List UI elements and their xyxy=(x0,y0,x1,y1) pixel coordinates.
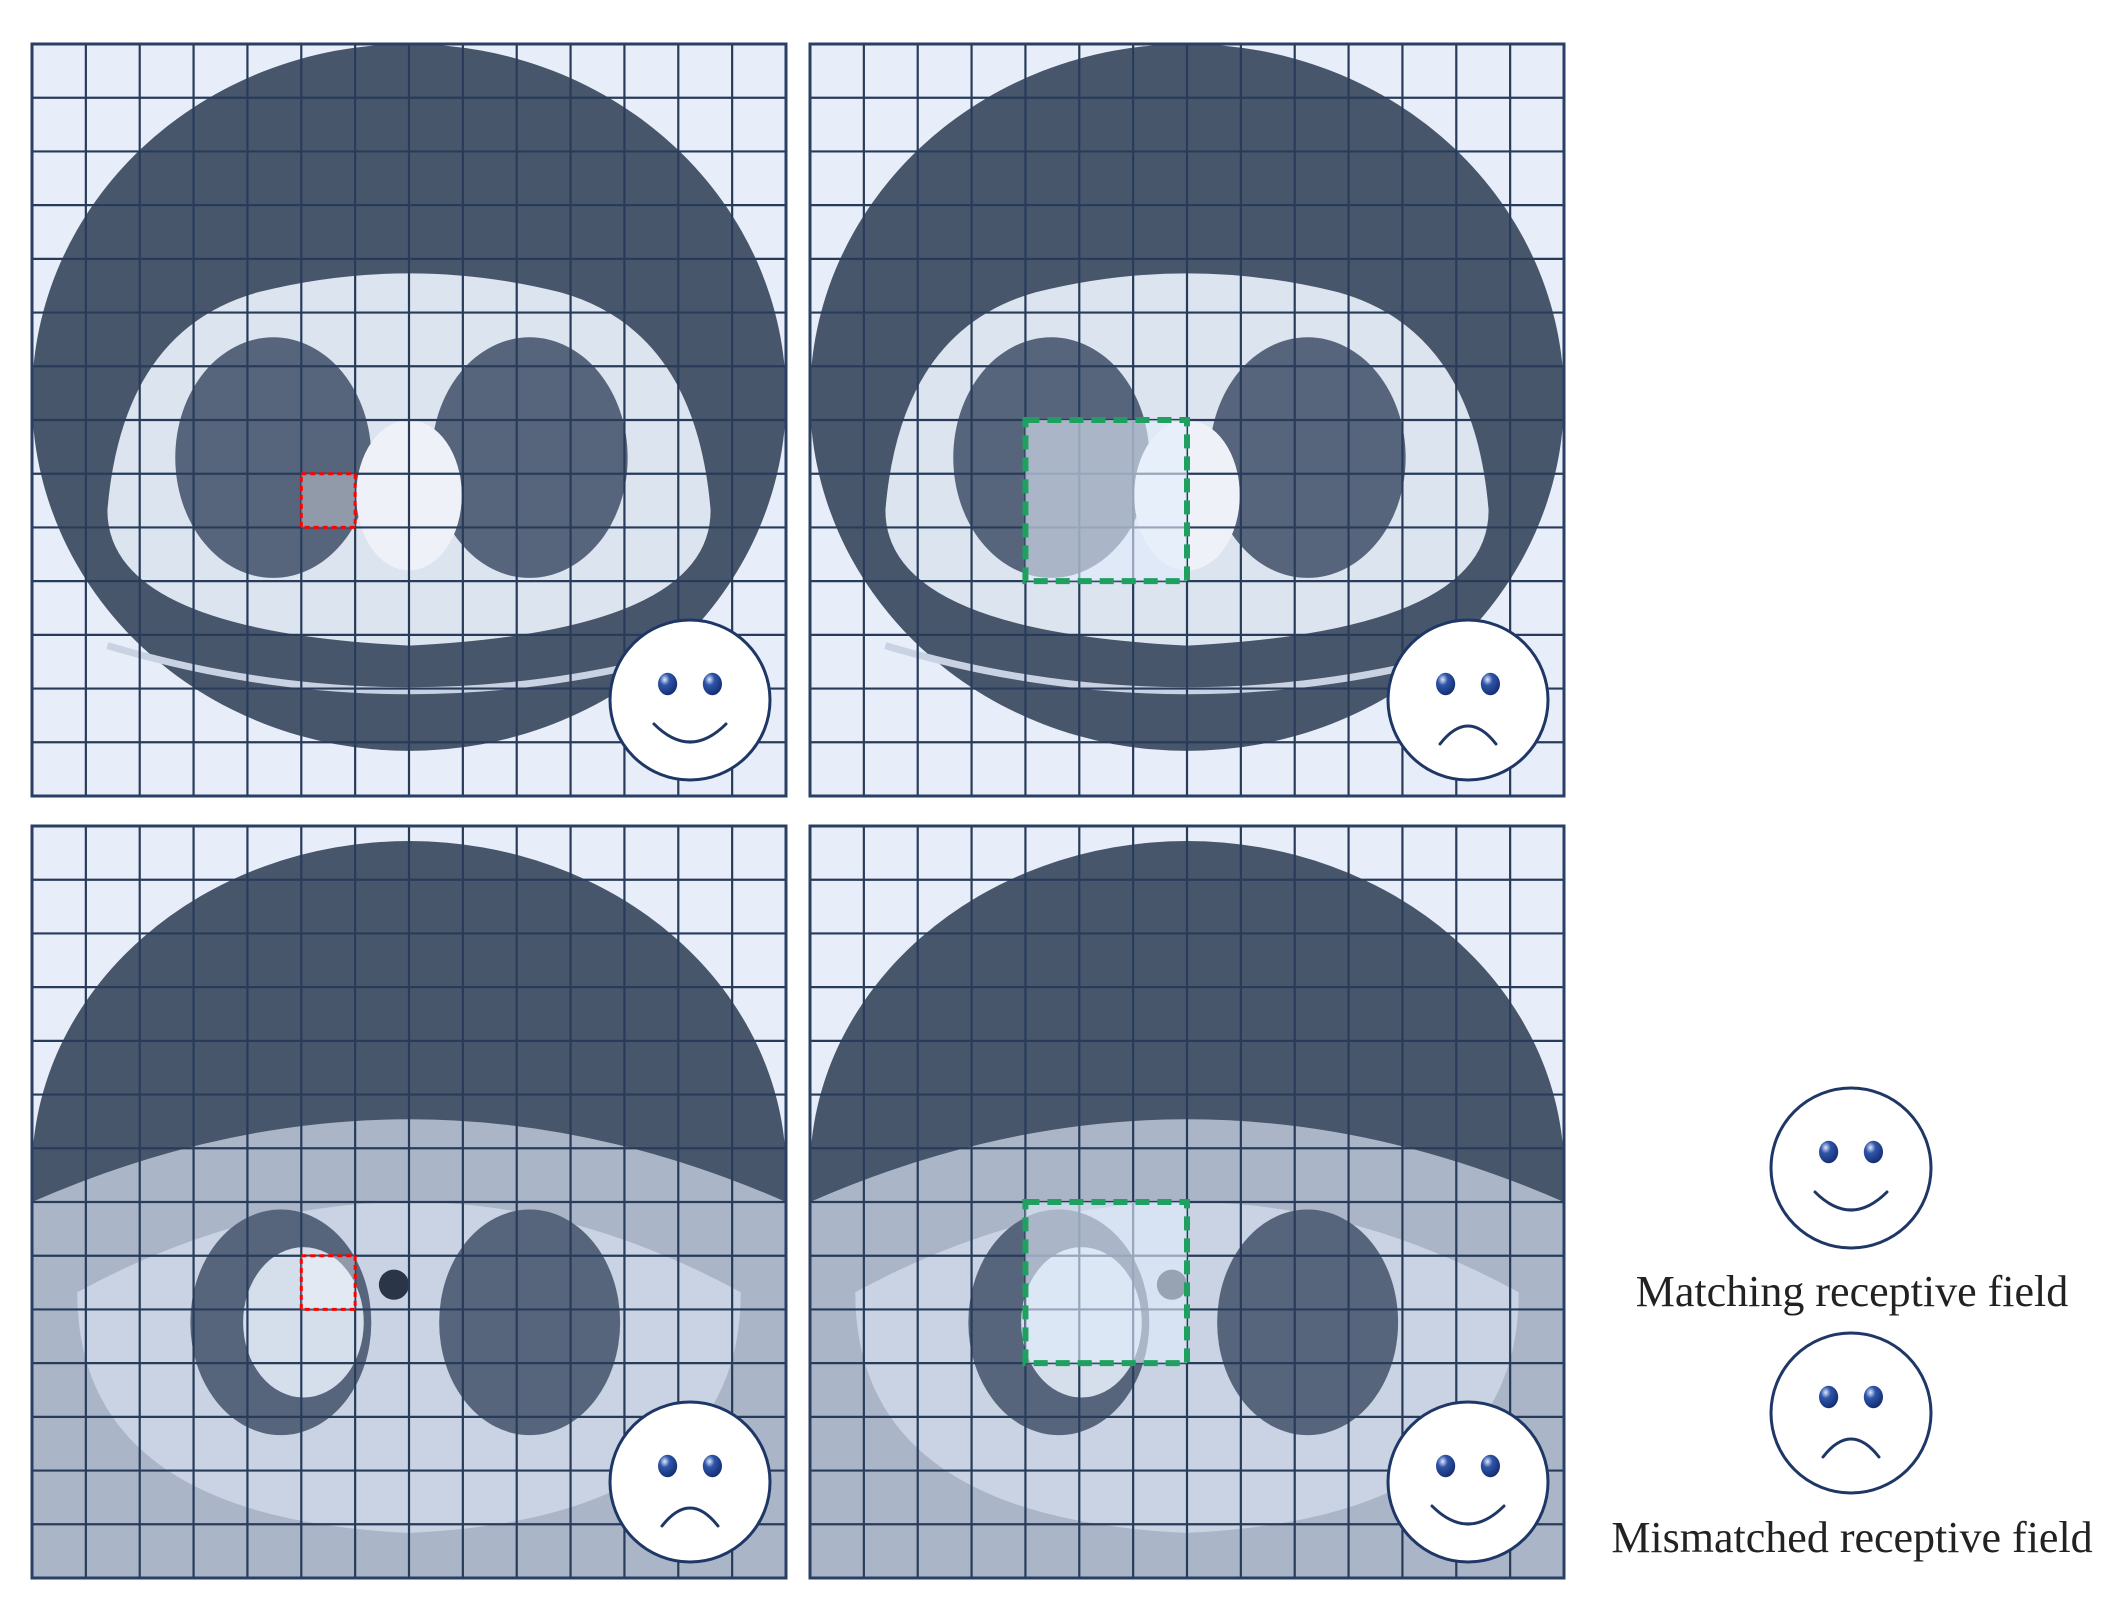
panel-border xyxy=(808,42,1566,798)
ct-panel-4 xyxy=(808,824,1566,1580)
left-eye xyxy=(1819,1385,1839,1409)
face-outline xyxy=(1769,1086,1933,1250)
frown-mouth xyxy=(1438,724,1498,746)
face-outline xyxy=(1386,618,1550,782)
face-outline xyxy=(1386,1400,1550,1564)
legend xyxy=(1769,1086,1933,1495)
legend-label-matching: Matching receptive field xyxy=(1635,1267,2069,1316)
right-eye xyxy=(1863,1385,1883,1409)
left-eye xyxy=(658,1454,678,1478)
right-lung xyxy=(175,337,372,578)
left-eye xyxy=(658,672,678,696)
small-receptive-field-box xyxy=(299,1254,357,1311)
smile-mouth xyxy=(1813,1190,1889,1212)
face-outline xyxy=(1769,1331,1933,1495)
right-eye xyxy=(1480,1454,1500,1478)
large-receptive-field-box xyxy=(1022,417,1191,585)
ct-panel-3 xyxy=(30,824,788,1580)
face-outline xyxy=(608,1400,772,1564)
large-receptive-field-box xyxy=(1022,1199,1191,1367)
left-lung xyxy=(1217,1209,1399,1436)
left-lung xyxy=(431,337,628,578)
tumor-region xyxy=(243,1247,364,1398)
legend-face-sad xyxy=(1769,1331,1933,1495)
smile-mouth xyxy=(652,722,728,744)
panel-border xyxy=(808,824,1566,1580)
small-receptive-field-box xyxy=(299,472,357,529)
smile-mouth xyxy=(1430,1504,1506,1526)
left-eye xyxy=(1436,1454,1456,1478)
right-eye xyxy=(1863,1140,1883,1164)
frown-mouth xyxy=(660,1506,720,1528)
airway xyxy=(378,1269,410,1300)
face-indicator-sad xyxy=(1386,618,1550,782)
grid-overlay xyxy=(810,44,1564,796)
face-outline xyxy=(608,618,772,782)
legend-label-mismatched: Mismatched receptive field xyxy=(1611,1513,2093,1562)
face-indicator-happy xyxy=(1386,1400,1550,1564)
panel-border xyxy=(30,42,788,798)
left-lung xyxy=(439,1209,621,1436)
face-indicator-happy xyxy=(608,618,772,782)
right-eye xyxy=(1480,672,1500,696)
grid-overlay xyxy=(32,44,786,796)
left-eye xyxy=(1436,672,1456,696)
ct-panel-2 xyxy=(808,42,1566,798)
frown-mouth xyxy=(1821,1437,1881,1459)
left-lung xyxy=(1209,337,1406,578)
ct-panel-1 xyxy=(30,42,788,798)
face-indicator-sad xyxy=(608,1400,772,1564)
left-eye xyxy=(1819,1140,1839,1164)
right-eye xyxy=(702,672,723,696)
legend-face-happy xyxy=(1769,1086,1933,1250)
panel-border xyxy=(30,824,788,1580)
right-eye xyxy=(702,1454,723,1478)
